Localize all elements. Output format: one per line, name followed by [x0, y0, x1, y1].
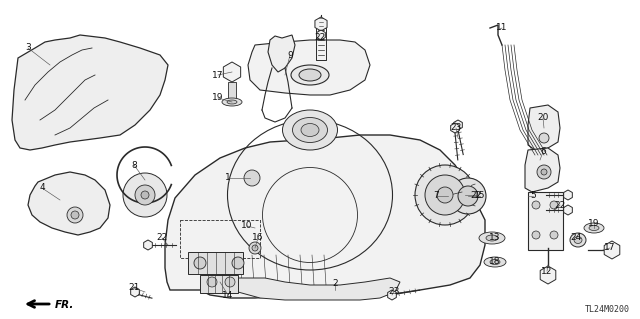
- Text: 22: 22: [314, 33, 326, 42]
- Text: 10: 10: [241, 221, 253, 231]
- Text: 4: 4: [39, 183, 45, 192]
- Ellipse shape: [584, 223, 604, 233]
- Circle shape: [249, 242, 261, 254]
- Circle shape: [437, 187, 453, 203]
- Circle shape: [135, 185, 155, 205]
- Circle shape: [550, 201, 558, 209]
- Text: 9: 9: [287, 50, 293, 60]
- Text: 15: 15: [474, 191, 486, 201]
- Text: TL24M0200: TL24M0200: [585, 306, 630, 315]
- Text: 13: 13: [489, 233, 500, 241]
- Text: 8: 8: [131, 160, 137, 169]
- Text: 5: 5: [530, 191, 536, 201]
- Polygon shape: [28, 172, 110, 235]
- Circle shape: [232, 257, 244, 269]
- Circle shape: [415, 165, 475, 225]
- Ellipse shape: [222, 98, 242, 106]
- Bar: [188, 252, 243, 274]
- Circle shape: [67, 207, 83, 223]
- Text: 22: 22: [156, 234, 168, 242]
- Text: 18: 18: [489, 257, 500, 266]
- Text: 7: 7: [433, 191, 439, 201]
- Ellipse shape: [292, 117, 328, 143]
- Text: 12: 12: [541, 266, 553, 276]
- Circle shape: [71, 211, 79, 219]
- Text: 2: 2: [332, 278, 338, 287]
- Circle shape: [532, 201, 540, 209]
- Ellipse shape: [589, 226, 599, 231]
- Text: FR.: FR.: [55, 300, 74, 310]
- Circle shape: [541, 169, 547, 175]
- Text: 21: 21: [128, 284, 140, 293]
- Ellipse shape: [490, 259, 500, 264]
- Text: 19: 19: [588, 219, 600, 228]
- Ellipse shape: [570, 233, 586, 247]
- Text: 16: 16: [252, 234, 264, 242]
- Circle shape: [458, 186, 478, 206]
- Text: 3: 3: [25, 43, 31, 53]
- Text: 6: 6: [540, 147, 546, 157]
- Circle shape: [532, 231, 540, 239]
- Circle shape: [252, 245, 258, 251]
- Text: 23: 23: [388, 286, 400, 295]
- Polygon shape: [165, 135, 485, 298]
- Circle shape: [539, 133, 549, 143]
- Circle shape: [550, 231, 558, 239]
- Text: 23: 23: [451, 123, 461, 132]
- Ellipse shape: [227, 100, 237, 104]
- Circle shape: [194, 257, 206, 269]
- Ellipse shape: [299, 69, 321, 81]
- Circle shape: [141, 191, 149, 199]
- Ellipse shape: [486, 235, 498, 241]
- Polygon shape: [268, 35, 295, 72]
- Bar: [528, 192, 563, 250]
- Ellipse shape: [282, 110, 337, 150]
- Ellipse shape: [301, 123, 319, 137]
- Polygon shape: [528, 105, 560, 150]
- Text: 22: 22: [470, 190, 482, 199]
- Ellipse shape: [484, 257, 506, 267]
- Bar: [200, 275, 238, 293]
- Circle shape: [225, 277, 235, 287]
- Circle shape: [450, 178, 486, 214]
- Text: 1: 1: [225, 174, 231, 182]
- Circle shape: [425, 175, 465, 215]
- Ellipse shape: [479, 232, 505, 244]
- Circle shape: [244, 170, 260, 186]
- Text: 14: 14: [222, 291, 234, 300]
- Polygon shape: [525, 148, 560, 192]
- Ellipse shape: [291, 65, 329, 85]
- Circle shape: [123, 173, 167, 217]
- Circle shape: [207, 277, 217, 287]
- Polygon shape: [228, 278, 400, 300]
- Ellipse shape: [574, 236, 582, 243]
- Circle shape: [537, 165, 551, 179]
- Text: 11: 11: [496, 24, 508, 33]
- Text: 17: 17: [212, 70, 224, 79]
- Polygon shape: [12, 35, 168, 150]
- Text: 19: 19: [212, 93, 224, 102]
- Text: 24: 24: [570, 234, 582, 242]
- Text: 20: 20: [538, 114, 548, 122]
- Text: 22: 22: [554, 201, 566, 210]
- Bar: [228, 82, 236, 100]
- Polygon shape: [248, 40, 370, 95]
- Text: 17: 17: [604, 243, 616, 253]
